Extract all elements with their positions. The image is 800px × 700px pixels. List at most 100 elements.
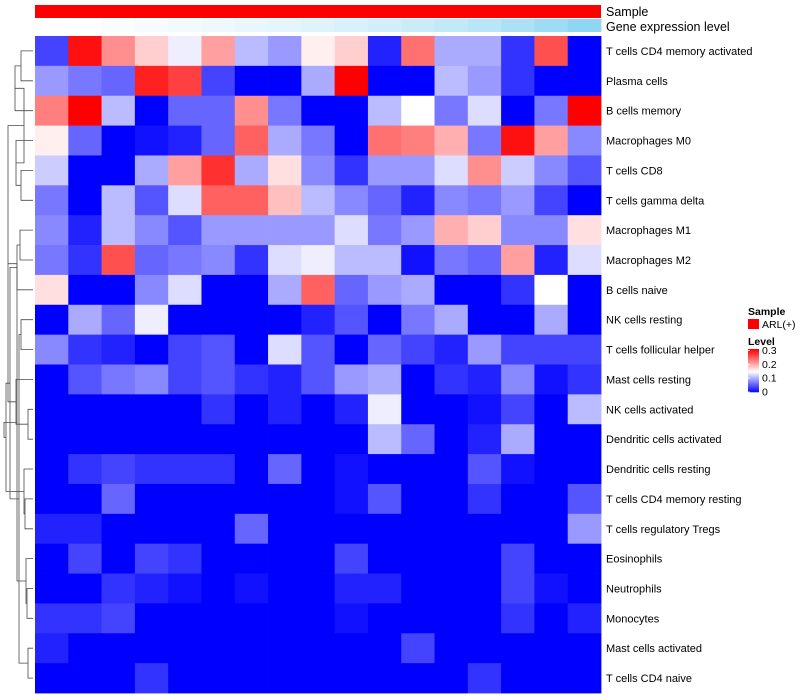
heatmap-cell <box>268 36 302 67</box>
heatmap-cell <box>101 454 136 485</box>
heatmap-cell <box>567 633 602 664</box>
dendrogram-branch <box>27 647 33 679</box>
heatmap-cell <box>201 65 236 97</box>
expression-annotation-cell <box>401 19 435 32</box>
level-legend-gradient <box>748 384 759 386</box>
heatmap-cell <box>467 483 502 515</box>
heatmap-cell <box>68 65 102 97</box>
heatmap-cell <box>401 304 435 336</box>
heatmap-cell <box>367 155 402 186</box>
heatmap-cell <box>467 155 502 186</box>
heatmap-cell <box>134 155 169 186</box>
heatmap-cell <box>467 65 502 97</box>
heatmap-cell <box>268 573 302 604</box>
expression-annotation-cell <box>567 19 602 32</box>
heatmap-cell <box>501 454 535 485</box>
heatmap-cell <box>567 95 602 126</box>
heatmap-cell <box>434 364 469 395</box>
heatmap-cell <box>234 454 269 485</box>
heatmap-cell <box>334 304 369 336</box>
level-legend-gradient <box>748 361 759 364</box>
expression-annotation-cell <box>35 19 69 32</box>
heatmap-cell <box>301 215 336 246</box>
heatmap-cell <box>501 424 535 455</box>
heatmap-cell <box>501 155 535 186</box>
heatmap-cell <box>234 215 269 246</box>
heatmap-cell <box>68 334 102 365</box>
heatmap-cell <box>534 633 569 664</box>
heatmap-cell <box>68 245 102 276</box>
heatmap-cell <box>101 215 136 246</box>
heatmap-cell <box>534 65 569 97</box>
level-legend-gradient <box>748 356 759 358</box>
heatmap-cell <box>534 155 569 186</box>
heatmap-cell <box>434 394 469 425</box>
heatmap-cell <box>234 36 269 67</box>
heatmap-cell <box>401 603 435 634</box>
heatmap-cell <box>201 95 236 126</box>
sample-legend-title: Sample <box>748 306 786 318</box>
heatmap-cell <box>201 215 236 246</box>
row-dendrogram <box>3 50 33 679</box>
heatmap-cell <box>234 603 269 634</box>
level-legend-gradient <box>748 353 759 355</box>
heatmap-cell <box>334 95 369 126</box>
heatmap-cell <box>367 454 402 485</box>
heatmap-cell <box>534 334 569 365</box>
heatmap-cell <box>401 125 435 156</box>
heatmap-cell <box>567 185 602 216</box>
heatmap-cell <box>401 36 435 67</box>
level-legend-gradient <box>748 366 759 368</box>
heatmap-cell <box>334 603 369 634</box>
heatmap-cell <box>501 633 535 664</box>
heatmap-cell <box>101 513 136 545</box>
heatmap-cell <box>434 573 469 604</box>
heatmap-cell <box>268 394 302 425</box>
heatmap-cell <box>134 394 169 425</box>
heatmap-cell <box>234 155 269 186</box>
heatmap-cell <box>168 573 202 604</box>
level-legend-gradient <box>748 359 759 362</box>
dendrogram-branch <box>20 50 33 82</box>
heatmap-cell <box>334 274 369 306</box>
dendrogram-branch <box>15 379 33 425</box>
heatmap-cell <box>101 633 136 664</box>
heatmap-cell <box>501 304 535 336</box>
heatmap-cell <box>134 663 169 694</box>
heatmap-cell <box>401 543 435 574</box>
heatmap-cell <box>367 543 402 574</box>
sample-legend: Sample ARL(+) <box>748 306 796 331</box>
heatmap-cell <box>534 394 569 425</box>
heatmap-cell <box>434 543 469 574</box>
heatmap-cell <box>301 95 336 126</box>
expression-annotation-cell <box>201 19 236 32</box>
heatmap-cell <box>534 215 569 246</box>
level-legend-gradient <box>748 382 759 384</box>
row-label: Macrophages M0 <box>606 136 691 148</box>
heatmap-cell <box>567 304 602 336</box>
heatmap-cell <box>234 424 269 455</box>
heatmap-cell <box>301 454 336 485</box>
heatmap-cell <box>134 304 169 336</box>
heatmap-cell <box>467 513 502 545</box>
heatmap-cell <box>401 274 435 306</box>
level-legend-tick-label: 0.2 <box>762 359 777 371</box>
heatmap-cell <box>334 633 369 664</box>
heatmap-cell <box>301 633 336 664</box>
heatmap-cell <box>501 65 535 97</box>
heatmap-cell <box>101 364 136 395</box>
heatmap-cell <box>234 513 269 545</box>
heatmap-cell <box>68 603 102 634</box>
heatmap-cell <box>201 603 236 634</box>
heatmap-cell <box>268 454 302 485</box>
heatmap-cell <box>467 36 502 67</box>
heatmap-cell <box>268 185 302 216</box>
heatmap-cell <box>367 394 402 425</box>
row-label: NK cells resting <box>606 315 682 327</box>
level-legend-gradient <box>748 362 759 365</box>
level-legend-gradient <box>748 385 759 387</box>
heatmap-cell <box>201 663 236 694</box>
level-legend-gradient <box>748 386 759 389</box>
heatmap-cell <box>68 304 102 336</box>
